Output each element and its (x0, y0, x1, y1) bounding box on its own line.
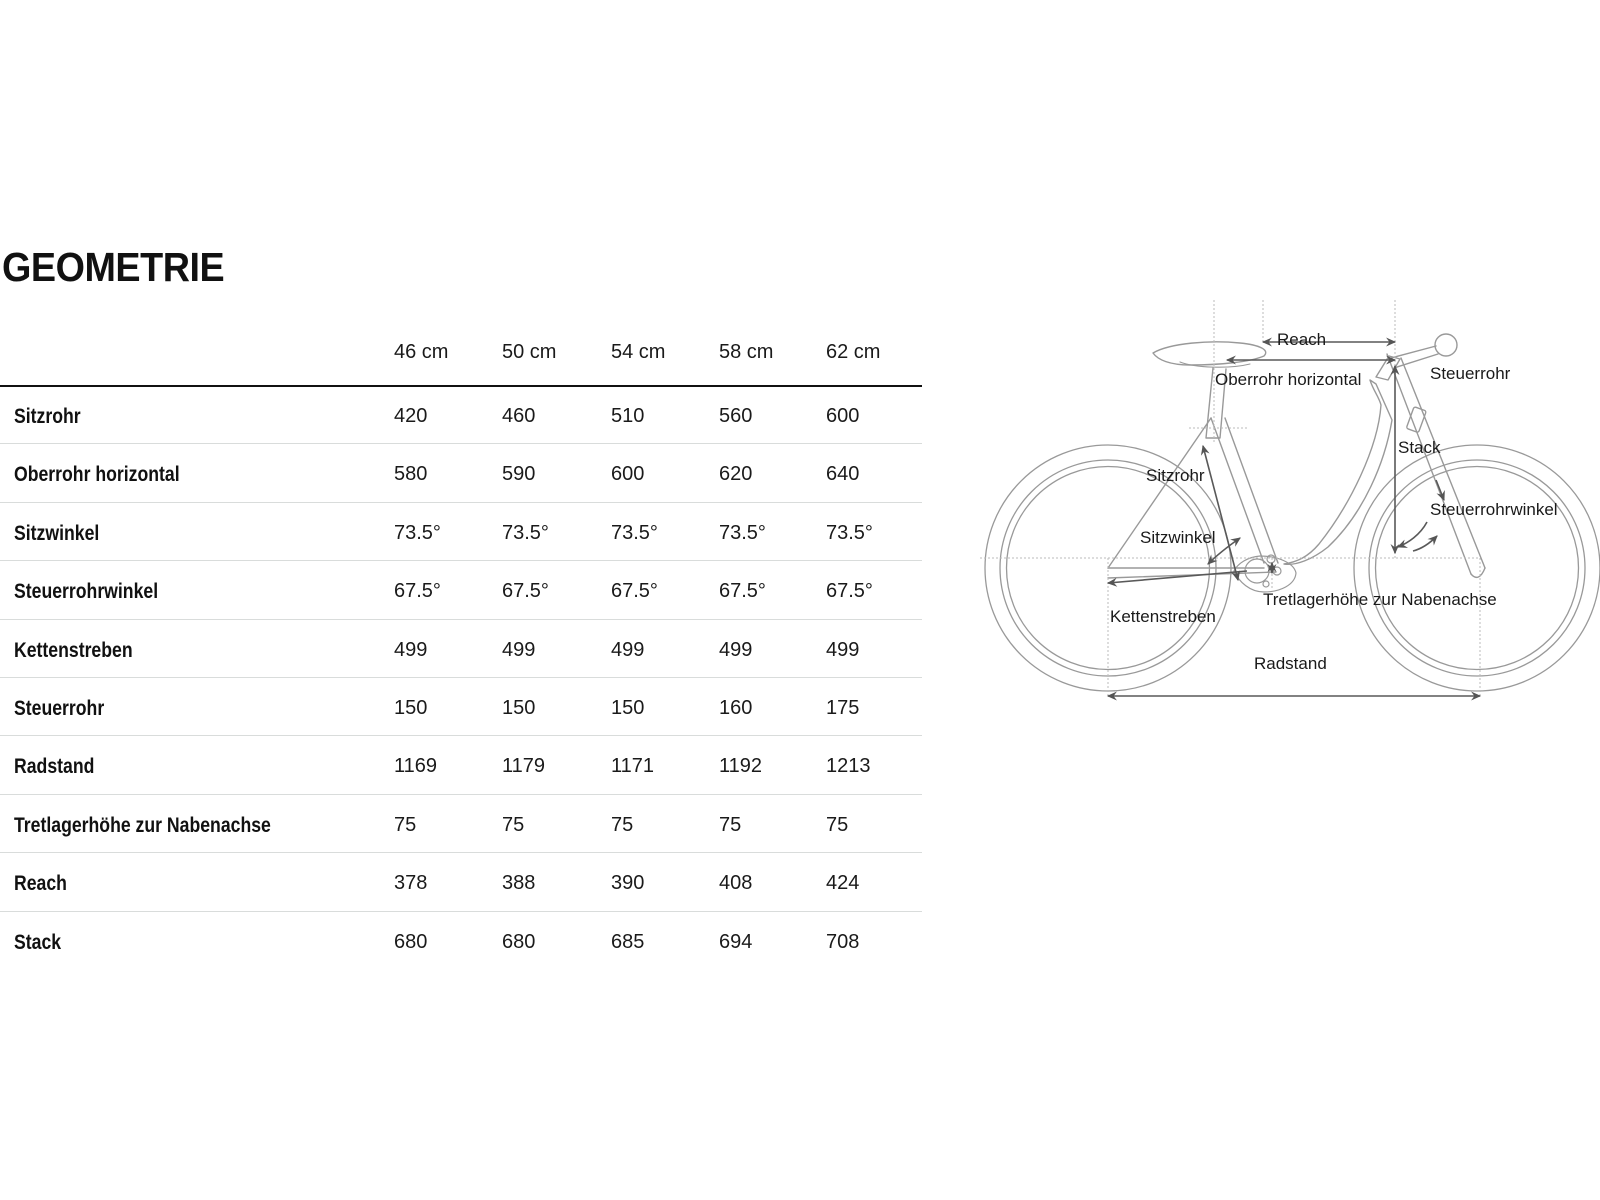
svg-text:Stack: Stack (1398, 438, 1441, 457)
svg-text:Radstand: Radstand (1254, 654, 1327, 673)
svg-text:Tretlagerhöhe zur Nabenachse: Tretlagerhöhe zur Nabenachse (1263, 590, 1497, 609)
svg-text:Steuerrohrwinkel: Steuerrohrwinkel (1430, 500, 1558, 519)
svg-text:Steuerrohr: Steuerrohr (1430, 364, 1511, 383)
svg-text:Oberrohr horizontal: Oberrohr horizontal (1215, 370, 1361, 389)
svg-text:Sitzrohr: Sitzrohr (1146, 466, 1205, 485)
svg-text:Sitzwinkel: Sitzwinkel (1140, 528, 1216, 547)
svg-text:Kettenstreben: Kettenstreben (1110, 607, 1216, 626)
svg-text:Reach: Reach (1277, 330, 1326, 349)
